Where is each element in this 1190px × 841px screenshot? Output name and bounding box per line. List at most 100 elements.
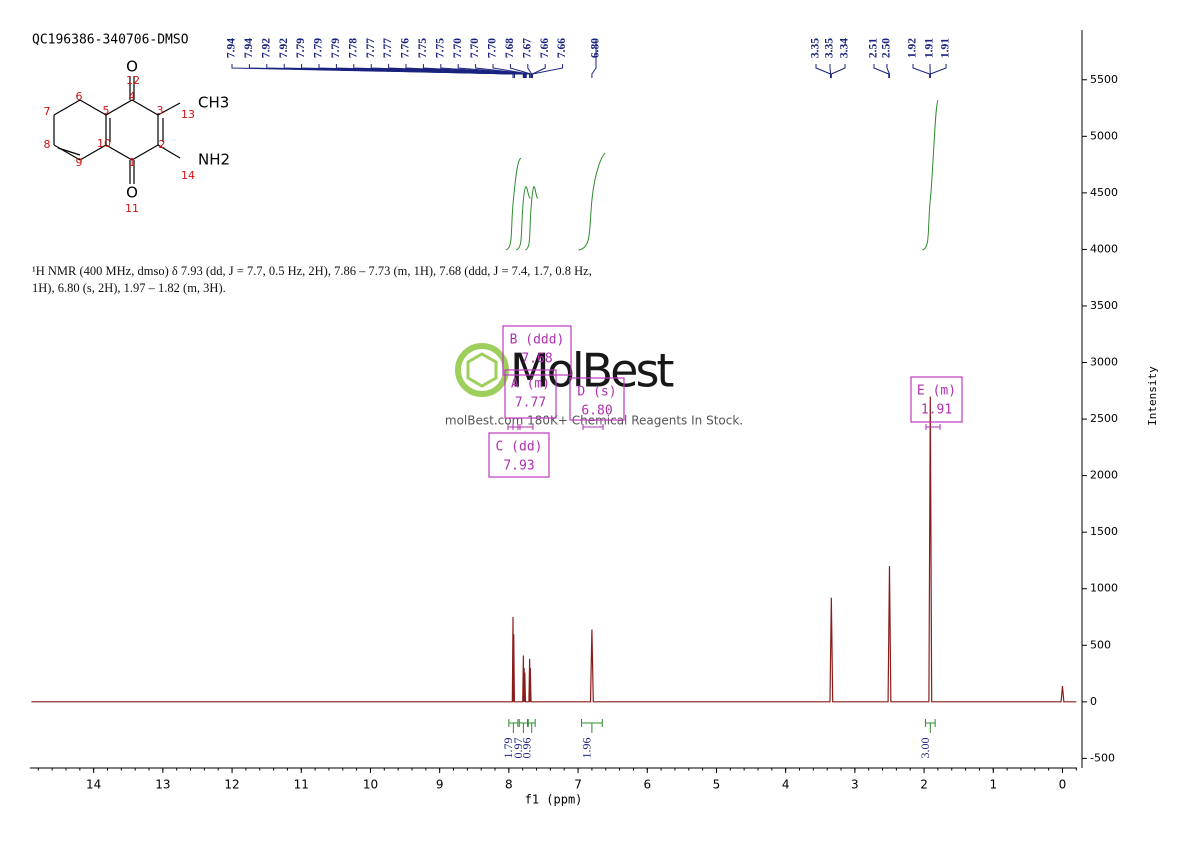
x-tick-label: 2 (920, 778, 928, 792)
peak-label: 1.91 (924, 38, 936, 58)
atom-label: CH3 (198, 94, 229, 112)
y-tick-label: 5500 (1090, 73, 1118, 86)
multiplet-shift: 7.68 (521, 352, 552, 367)
peak-leader (440, 64, 527, 78)
atom-number: 9 (76, 156, 83, 169)
peak-leader (886, 64, 890, 78)
peak-label: 7.78 (347, 38, 359, 58)
atom-number: 8 (44, 138, 51, 151)
x-tick-label: 11 (294, 778, 309, 792)
x-tick-label: 13 (155, 778, 170, 792)
peak-label: 7.70 (469, 38, 481, 58)
atom-label: O (126, 184, 138, 202)
multiplet-box (488, 432, 550, 478)
atom-number: 4 (129, 90, 136, 103)
peak-label: 7.70 (452, 38, 464, 58)
peak-leader (405, 64, 526, 78)
peak-label: 1.91 (940, 38, 952, 58)
integral-label: 0.96 (519, 738, 533, 759)
peak-label: 7.75 (417, 38, 429, 58)
integral-curve (922, 99, 939, 251)
atom-number: 11 (125, 202, 139, 215)
y-tick-label: 5000 (1090, 129, 1118, 142)
y-tick-label: 1000 (1090, 582, 1118, 595)
multiplet-label: E (m) (917, 384, 956, 399)
peak-leader (492, 64, 531, 78)
x-tick-label: 6 (643, 778, 651, 792)
multiplet-shift: 6.80 (581, 404, 612, 419)
logo-icon (466, 352, 498, 388)
peak-leader (929, 64, 947, 78)
peak-leader (830, 64, 846, 78)
peak-label: 3.35 (810, 38, 822, 58)
integral-label: 0.97 (511, 738, 525, 759)
integral-curve (578, 152, 606, 251)
peak-label: 3.34 (839, 38, 851, 58)
x-axis-label: f1 (ppm) (525, 793, 583, 807)
peak-label: 7.76 (400, 38, 412, 58)
multiplet-label: D (s) (577, 385, 616, 400)
multiplet-label: B (ddd) (510, 333, 565, 348)
y-axis-label: Intensity (1146, 366, 1159, 426)
structure (53, 76, 181, 184)
integral-curve (505, 157, 522, 251)
multiplet-box (910, 376, 963, 423)
peak-leader (912, 64, 931, 78)
x-tick-label: 0 (1059, 778, 1067, 792)
peak-leader (591, 40, 597, 78)
y-tick-label: 2000 (1090, 469, 1118, 482)
chart-title: QC196386-340706-DMSO (32, 33, 189, 48)
multiplet-range (582, 424, 604, 430)
x-tick-label: 9 (436, 778, 444, 792)
peak-label: 7.77 (382, 38, 394, 58)
x-tick-label: 4 (782, 778, 790, 792)
peak-label: 7.66 (556, 38, 568, 58)
y-tick-label: 2500 (1090, 412, 1118, 425)
peak-label: 7.66 (539, 38, 551, 58)
x-tick-label: 8 (505, 778, 513, 792)
x-tick-label: 3 (851, 778, 859, 792)
atom-number: 10 (97, 137, 111, 150)
multiplet-box (502, 325, 572, 376)
peak-leader (815, 64, 832, 78)
atom-label: O (126, 58, 138, 76)
integral-label: 3.00 (918, 738, 932, 759)
y-tick-label: 4000 (1090, 242, 1118, 255)
x-tick-label: 14 (86, 778, 101, 792)
multiplet-box (569, 377, 625, 421)
multiplet-shift: 1.91 (921, 403, 952, 418)
y-tick-label: -500 (1090, 751, 1115, 764)
peak-label: 7.94 (226, 38, 238, 58)
peak-leader (829, 64, 832, 78)
multiplet-shift: 7.77 (515, 396, 546, 411)
peak-label: 7.94 (243, 38, 255, 58)
y-tick-label: 500 (1090, 638, 1111, 651)
atom-label: NH2 (198, 151, 230, 169)
x-tick-label: 1 (989, 778, 997, 792)
x-tick-label: 10 (363, 778, 378, 792)
peak-label: 1.92 (907, 38, 919, 58)
peak-leader (531, 64, 564, 78)
atom-number: 7 (44, 105, 51, 118)
atom-number: 1 (129, 156, 136, 169)
peak-label: 7.67 (521, 38, 533, 58)
atom-number: 5 (103, 104, 110, 117)
peak-leader (531, 64, 546, 78)
peak-label: 2.51 (868, 38, 880, 58)
peak-label: 7.79 (313, 38, 325, 58)
integral-curve (515, 186, 532, 251)
y-tick-label: 3000 (1090, 356, 1118, 369)
peak-label: 7.77 (365, 38, 377, 58)
x-tick-label: 7 (574, 778, 582, 792)
multiplet-shift: 7.93 (503, 459, 534, 474)
atom-number: 2 (159, 138, 166, 151)
peak-label: 7.68 (504, 38, 516, 58)
peak-leader (527, 64, 533, 78)
atom-number: 12 (126, 74, 140, 87)
multiplet-range (925, 424, 941, 430)
atom-number: 13 (181, 108, 195, 121)
integral-label: 1.96 (580, 738, 594, 759)
peak-label: 7.70 (487, 38, 499, 58)
